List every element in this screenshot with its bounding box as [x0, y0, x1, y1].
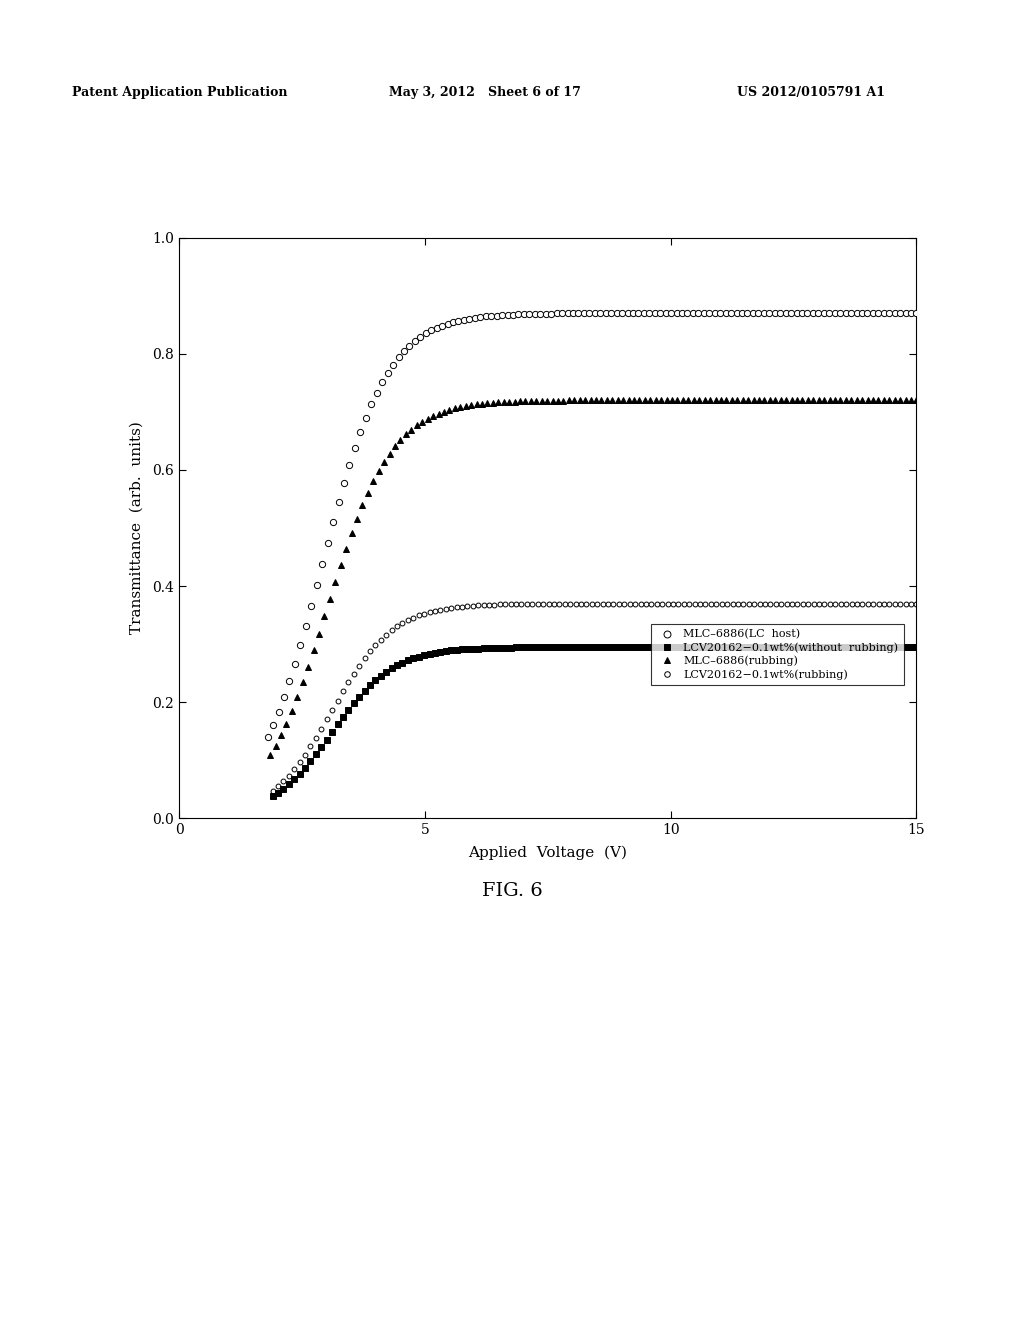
Y-axis label: Transmittance  (arb.  units): Transmittance (arb. units) [130, 421, 144, 635]
X-axis label: Applied  Voltage  (V): Applied Voltage (V) [468, 846, 628, 861]
Text: Patent Application Publication: Patent Application Publication [72, 86, 287, 99]
Text: US 2012/0105791 A1: US 2012/0105791 A1 [737, 86, 886, 99]
Text: May 3, 2012   Sheet 6 of 17: May 3, 2012 Sheet 6 of 17 [389, 86, 581, 99]
Legend: MLC–6886(LC  host), LCV20162−0.1wt%(without  rubbing), MLC–6886(rubbing), LCV201: MLC–6886(LC host), LCV20162−0.1wt%(witho… [651, 623, 903, 685]
Text: FIG. 6: FIG. 6 [481, 882, 543, 900]
